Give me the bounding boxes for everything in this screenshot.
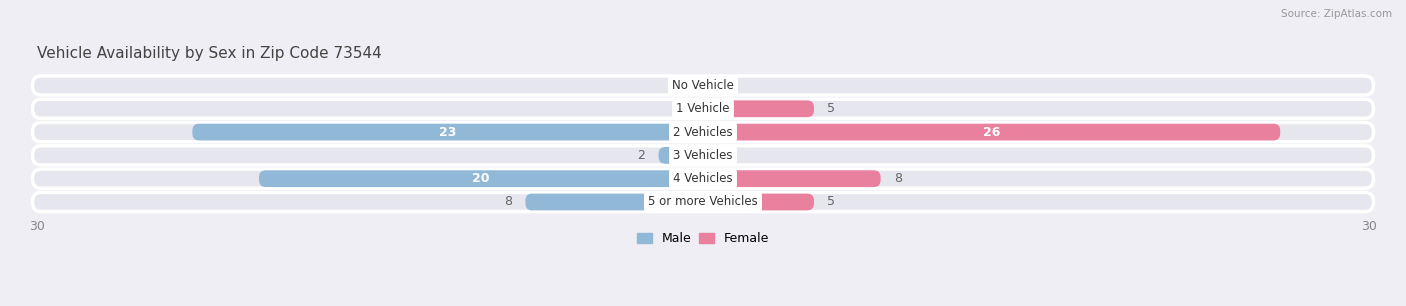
- Text: 1 Vehicle: 1 Vehicle: [676, 102, 730, 115]
- Legend: Male, Female: Male, Female: [631, 227, 775, 250]
- FancyBboxPatch shape: [32, 169, 1374, 188]
- Text: Source: ZipAtlas.com: Source: ZipAtlas.com: [1281, 9, 1392, 19]
- Text: Vehicle Availability by Sex in Zip Code 73544: Vehicle Availability by Sex in Zip Code …: [37, 46, 382, 61]
- FancyBboxPatch shape: [703, 124, 1281, 140]
- Text: 8: 8: [505, 196, 512, 208]
- FancyBboxPatch shape: [703, 100, 814, 117]
- Text: 5: 5: [827, 196, 835, 208]
- Text: 3 Vehicles: 3 Vehicles: [673, 149, 733, 162]
- Text: 5: 5: [827, 102, 835, 115]
- Text: 26: 26: [983, 125, 1000, 139]
- FancyBboxPatch shape: [259, 170, 703, 187]
- Text: 23: 23: [439, 125, 457, 139]
- Text: 4 Vehicles: 4 Vehicles: [673, 172, 733, 185]
- Text: No Vehicle: No Vehicle: [672, 79, 734, 92]
- FancyBboxPatch shape: [32, 146, 1374, 165]
- Text: 0: 0: [714, 149, 723, 162]
- FancyBboxPatch shape: [32, 76, 1374, 95]
- Text: 5 or more Vehicles: 5 or more Vehicles: [648, 196, 758, 208]
- Text: 2: 2: [637, 149, 645, 162]
- FancyBboxPatch shape: [193, 124, 703, 140]
- Text: 20: 20: [472, 172, 489, 185]
- FancyBboxPatch shape: [703, 170, 880, 187]
- Text: 0: 0: [683, 79, 692, 92]
- FancyBboxPatch shape: [658, 147, 703, 164]
- FancyBboxPatch shape: [32, 122, 1374, 142]
- Text: 2 Vehicles: 2 Vehicles: [673, 125, 733, 139]
- Text: 8: 8: [894, 172, 901, 185]
- FancyBboxPatch shape: [703, 194, 814, 211]
- FancyBboxPatch shape: [526, 194, 703, 211]
- Text: 0: 0: [683, 102, 692, 115]
- FancyBboxPatch shape: [32, 99, 1374, 118]
- Text: 0: 0: [714, 79, 723, 92]
- FancyBboxPatch shape: [32, 192, 1374, 211]
